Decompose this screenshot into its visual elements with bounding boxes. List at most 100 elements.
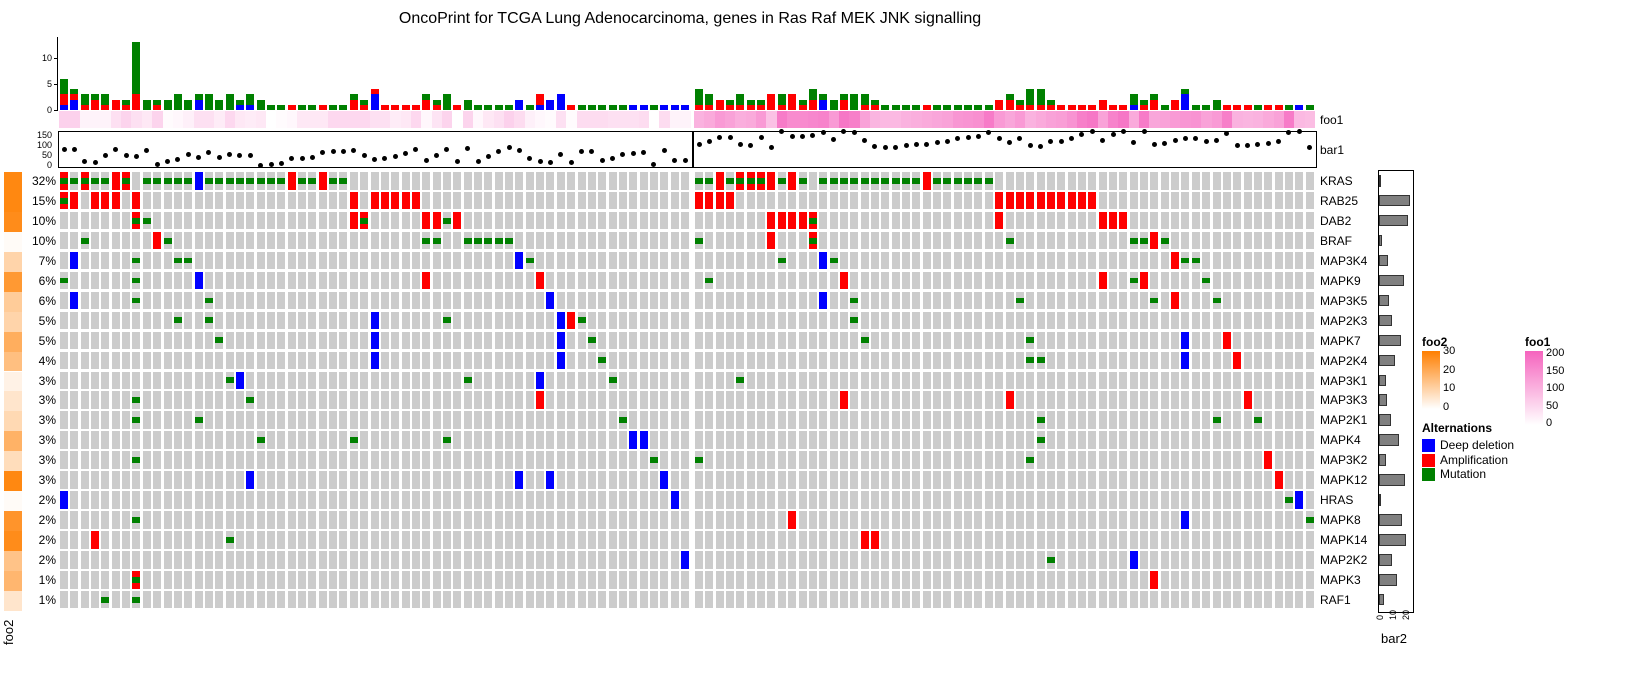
cell-bg — [953, 531, 962, 549]
cell-bg — [995, 590, 1004, 609]
foo1-cell — [400, 111, 412, 128]
cell-bg — [1243, 211, 1252, 230]
cell-bg — [953, 291, 962, 310]
mutation-count-bar — [339, 104, 348, 110]
cell-bg — [246, 311, 255, 330]
cell-bg — [401, 491, 410, 509]
foo1-cell — [1180, 111, 1192, 128]
cell-bg — [91, 331, 100, 350]
cell-bg — [1088, 172, 1097, 190]
cell-bg — [1243, 411, 1252, 429]
bar1-point — [1069, 136, 1075, 142]
cell-bg — [1067, 351, 1076, 370]
cell-bg — [370, 291, 379, 310]
cell-bg — [91, 271, 100, 290]
cell-bg — [1077, 491, 1086, 509]
amplification-mark — [798, 211, 807, 230]
cell-bg — [484, 291, 493, 310]
amplification-count-bar — [1088, 104, 1097, 110]
cell-bg — [1015, 231, 1024, 250]
foo1-cell — [286, 111, 298, 128]
cell-bg — [1284, 551, 1293, 569]
cell-bg — [1233, 531, 1242, 549]
cell-bg — [767, 391, 776, 409]
cell-bg — [277, 411, 286, 429]
gene-label: MAP2K2 — [1320, 553, 1368, 568]
cell-bg — [695, 291, 703, 310]
cell-bg — [505, 571, 514, 589]
amplification-count-bar — [80, 104, 89, 110]
cell-bg — [546, 491, 555, 509]
foo1-cell — [983, 111, 995, 128]
cell-bg — [736, 251, 745, 270]
cell-bg — [329, 231, 338, 250]
cell-bg — [91, 551, 100, 569]
mutation-mark — [277, 177, 286, 184]
cell-bg — [922, 331, 931, 350]
cell-bg — [153, 351, 162, 370]
cell-bg — [922, 391, 931, 409]
cell-bg — [184, 531, 193, 549]
cell-bg — [891, 511, 900, 529]
bar1-point — [1110, 131, 1116, 137]
cell-bg — [974, 351, 983, 370]
cell-bg — [1171, 191, 1180, 210]
cell-bg — [1212, 211, 1221, 230]
cell-bg — [984, 590, 993, 609]
foo2-cell — [4, 590, 22, 611]
cell-bg — [1109, 172, 1117, 190]
cell-bg — [298, 391, 307, 409]
cell-bg — [1212, 471, 1221, 489]
cell-bg — [391, 391, 400, 409]
cell-bg — [246, 491, 255, 509]
cell-bg — [536, 331, 545, 350]
deletion-count-bar — [660, 104, 669, 110]
mutation-mark — [746, 177, 755, 184]
bar2-bar — [1379, 314, 1392, 327]
mutation-mark — [484, 237, 493, 244]
cell-bg — [1264, 531, 1273, 549]
cell-bg — [463, 291, 472, 310]
cell-bg — [798, 471, 807, 489]
cell-bg — [850, 571, 859, 589]
mutation-mark — [1026, 357, 1035, 364]
cell-bg — [808, 511, 817, 529]
cell-bg — [902, 411, 910, 429]
cell-bg — [339, 191, 348, 210]
cell-bg — [715, 451, 724, 469]
cell-bg — [401, 571, 410, 589]
cell-bg — [422, 411, 431, 429]
cell-bg — [860, 311, 869, 330]
cell-bg — [608, 291, 617, 310]
cell-bg — [401, 291, 410, 310]
cell-bg — [422, 451, 431, 469]
bar2-bar — [1379, 434, 1399, 446]
cell-bg — [484, 590, 493, 609]
cell-bg — [556, 211, 565, 230]
cell-bg — [235, 451, 244, 469]
amplification-count-bar — [860, 104, 869, 110]
amplification-count-bar — [839, 99, 848, 110]
cell-bg — [567, 531, 576, 549]
cell-bg — [194, 451, 203, 469]
cell-bg — [142, 271, 151, 290]
cell-bg — [922, 411, 931, 429]
cell-bg — [60, 251, 68, 270]
cell-bg — [1233, 571, 1242, 589]
cell-bg — [267, 351, 275, 370]
cell-bg — [660, 551, 669, 569]
amplification-mark — [1015, 191, 1024, 210]
cell-bg — [267, 211, 275, 230]
cell-bg — [829, 271, 838, 290]
cell-bg — [515, 311, 524, 330]
cell-bg — [829, 291, 838, 310]
cell-bg — [1181, 191, 1190, 210]
cell-bg — [60, 431, 68, 449]
cell-bg — [453, 371, 462, 389]
deep-deletion-mark — [670, 491, 679, 509]
cell-bg — [660, 251, 669, 270]
amplification-count-bar — [391, 104, 400, 110]
cell-bg — [1140, 491, 1149, 509]
amplification-count-bar — [380, 104, 389, 110]
